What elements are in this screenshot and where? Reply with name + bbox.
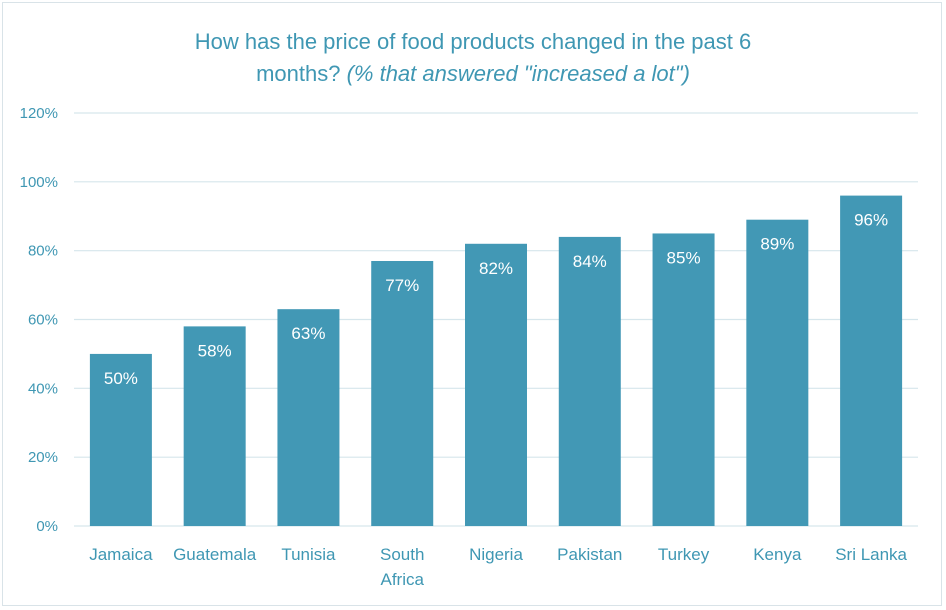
data-label: 96% [854,211,888,230]
x-tick-label: Pakistan [557,545,622,564]
data-label: 85% [667,248,701,267]
x-tick-label: Sri Lanka [835,545,907,564]
chart-title-line2-italic: (% that answered "increased a lot") [346,61,690,86]
bar [277,309,340,526]
data-label: 77% [385,276,419,295]
bar [183,326,246,526]
y-tick-label: 60% [28,312,58,329]
data-label: 58% [198,341,232,360]
bar [465,243,527,527]
data-label: 50% [104,369,138,388]
chart-title-line2: months? (% that answered "increased a lo… [0,58,946,90]
y-tick-label: 20% [28,449,58,466]
y-tick-label: 100% [20,174,58,191]
x-tick-label: Kenya [753,545,802,564]
y-tick-label: 80% [28,243,58,260]
x-tick-label: South Africa [380,545,424,589]
x-tick-label: Tunisia [281,545,336,564]
x-tick-label: Jamaica [89,545,153,564]
chart-title-line2-main: months? [256,61,341,86]
bar [746,219,809,527]
bar [371,260,434,526]
x-axis-ticks: Jamaica Guatemala Tunisia South Africa Nigeri… [89,545,907,589]
bar [89,353,152,526]
x-tick-label: Nigeria [469,545,523,564]
data-label: 63% [291,324,325,343]
x-tick-label: Guatemala [173,545,257,564]
y-tick-label: 0% [36,518,58,535]
data-label: 82% [479,259,513,278]
chart-title: How has the price of food products chang… [0,26,946,90]
x-tick-label: Turkey [658,545,710,564]
bar [652,233,715,527]
chart-title-line1: How has the price of food products chang… [194,29,752,54]
y-tick-label: 120% [20,105,58,122]
data-label: 84% [573,252,607,271]
bar [840,195,903,526]
y-tick-label: 40% [28,380,58,397]
bar [558,236,621,526]
data-label: 89% [760,235,794,254]
y-axis-ticks: 0% 20% 40% 60% 80% 100% 120% [20,105,58,535]
bars [89,195,903,527]
data-labels: 50% 58% 63% 77% 82% 84% 85% 89% 96% [104,211,888,388]
